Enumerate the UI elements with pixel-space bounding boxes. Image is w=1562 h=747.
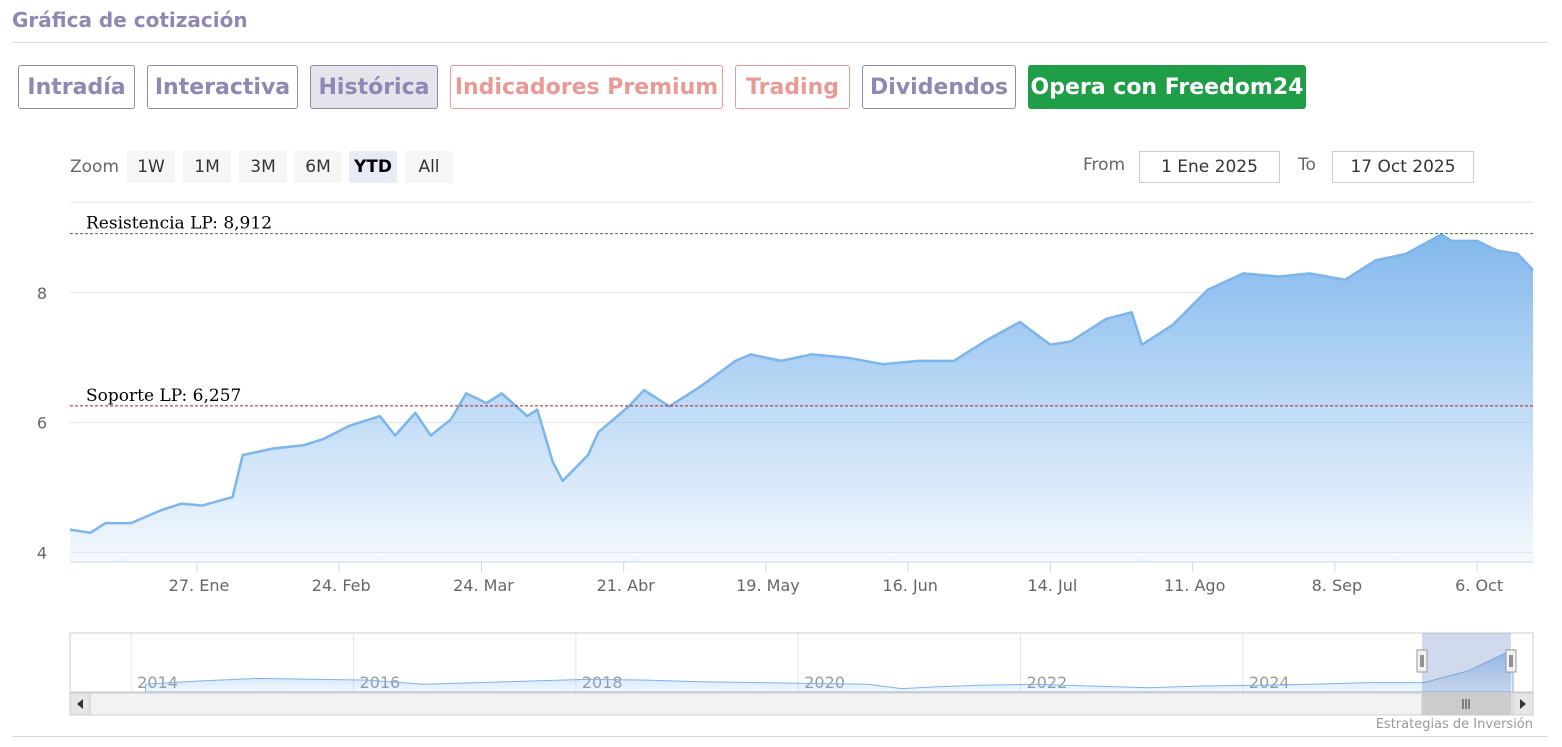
tab-trading[interactable]: Trading [735,65,850,109]
x-tick-label: 14. Jul [1027,576,1077,595]
x-tick-label: 6. Oct [1455,576,1503,595]
zoom-3m-button[interactable]: 3M [239,151,287,183]
tab-interactiva[interactable]: Interactiva [147,65,298,109]
x-tick-label: 19. May [736,576,800,595]
tab-dividendos[interactable]: Dividendos [862,65,1016,109]
navigator-left-handle[interactable] [1416,649,1428,673]
range-to-label: To [1298,155,1316,175]
y-tick-label: 4 [37,543,47,562]
x-tick-label: 24. Mar [453,576,514,595]
price-area [70,234,1533,562]
scroll-left-arrow-icon [77,699,83,709]
chart-credit: Estrategias de Inversión [1376,717,1533,732]
navigator-right-handle[interactable] [1505,649,1517,673]
y-tick-label: 8 [37,284,47,303]
plot-line-label: Soporte LP: 6,257 [86,386,241,406]
x-tick-label: 21. Abr [597,576,656,595]
navigator-selected-range[interactable] [1422,633,1511,692]
range-from-input[interactable]: 1 Ene 2025 [1139,151,1280,183]
navigator[interactable]: 201420162018202020222024 [69,632,1534,693]
opera-freedom24-button[interactable]: Opera con Freedom24 [1028,65,1306,109]
x-tick-label: 27. Ene [169,576,230,595]
scrollbar-track[interactable] [69,692,1534,716]
y-tick-label: 6 [37,414,47,433]
zoom-all-button[interactable]: All [405,151,453,183]
x-tick-label: 16. Jun [882,576,938,595]
price-line [69,233,1534,535]
zoom-1m-button[interactable]: 1M [183,151,231,183]
navigator-series [145,648,1514,692]
zoom-ytd-button[interactable]: YTD [349,151,397,183]
zoom-6m-button[interactable]: 6M [294,151,342,183]
zoom-label: Zoom [70,157,120,177]
scroll-right-arrow-icon [1520,699,1526,709]
zoom-1w-button[interactable]: 1W [127,151,175,183]
range-from-label: From [1083,155,1126,175]
x-tick-label: 24. Feb [312,576,371,595]
x-tick-label: 11. Ago [1164,576,1225,595]
page-title: Gráfica de cotización [12,8,248,32]
bottom-divider [12,736,1548,737]
x-tick-label: 8. Sep [1312,576,1363,595]
range-to-input[interactable]: 17 Oct 2025 [1332,151,1474,183]
scrollbar[interactable] [69,692,1534,716]
tab-historica[interactable]: Histórica [310,65,438,109]
tab-intradia[interactable]: Intradía [18,65,135,109]
tab-indicadores-premium[interactable]: Indicadores Premium [450,65,723,109]
plot-line-label: Resistencia LP: 8,912 [86,214,272,234]
title-divider [12,42,1548,43]
